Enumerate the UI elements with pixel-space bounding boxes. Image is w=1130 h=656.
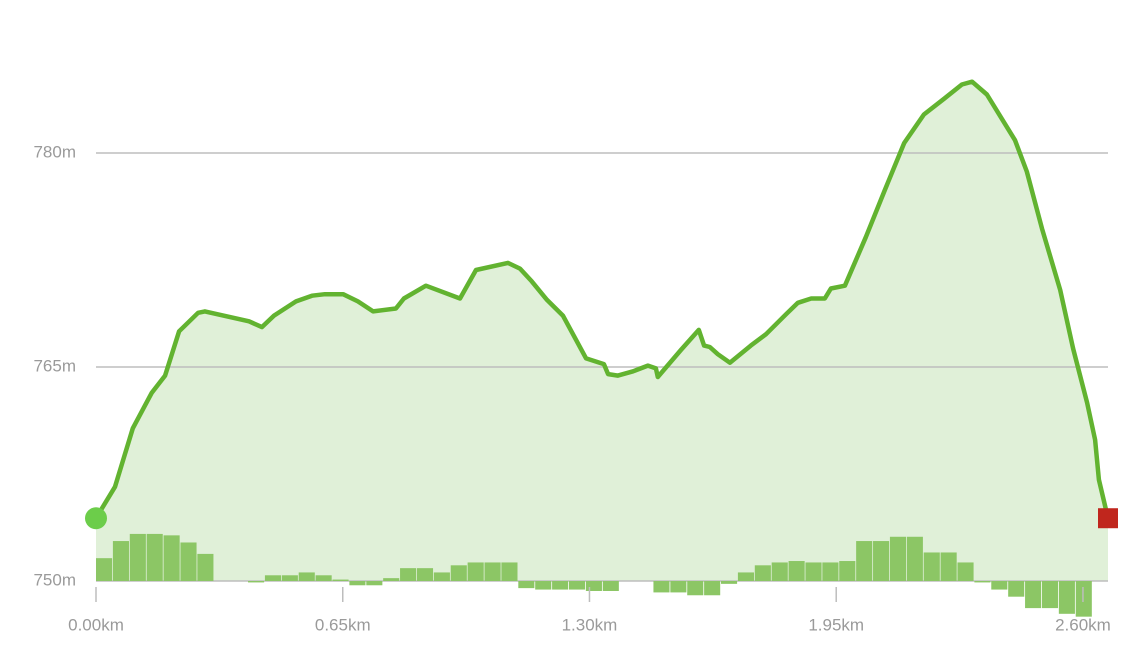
grade-bar xyxy=(653,581,670,593)
grade-bar xyxy=(1058,581,1075,614)
grade-bar xyxy=(839,561,856,581)
grade-bar xyxy=(112,541,129,581)
grade-bar xyxy=(416,568,434,581)
grade-bar xyxy=(737,572,754,581)
grade-bar xyxy=(1025,581,1042,609)
grade-bar xyxy=(315,575,332,581)
grade-bar xyxy=(721,581,738,584)
grade-bar xyxy=(129,533,146,581)
grade-bar xyxy=(163,535,180,581)
x-tick-label: 2.60km xyxy=(1055,615,1111,634)
elevation-area xyxy=(96,81,1108,581)
grade-bar xyxy=(906,536,923,581)
start-marker xyxy=(85,507,107,530)
grade-bar xyxy=(974,581,991,583)
grade-bar xyxy=(535,581,552,590)
grade-bar xyxy=(670,581,687,593)
y-tick-label: 765m xyxy=(33,356,76,375)
x-tick-label: 1.95km xyxy=(808,615,864,634)
grade-bar xyxy=(771,562,788,581)
grade-bar xyxy=(467,562,484,581)
grade-bar xyxy=(349,581,366,586)
grade-bar xyxy=(366,581,383,586)
grade-bar xyxy=(552,581,569,590)
grade-bar xyxy=(568,581,586,590)
grade-bar xyxy=(264,575,282,581)
x-tick-label: 1.30km xyxy=(562,615,618,634)
grade-bar xyxy=(501,562,518,581)
grade-bar xyxy=(754,565,771,581)
grade-bar xyxy=(788,561,805,581)
grade-bar xyxy=(991,581,1008,590)
grade-bar xyxy=(704,581,721,596)
grade-bar xyxy=(96,558,113,581)
grade-bar xyxy=(383,578,400,581)
grade-bar xyxy=(602,581,619,591)
grade-bar xyxy=(1041,581,1059,609)
y-tick-label: 780m xyxy=(33,142,76,161)
x-tick-label: 0.00km xyxy=(68,615,124,634)
grade-bar xyxy=(1008,581,1025,597)
grade-bar xyxy=(484,562,501,581)
grade-bar xyxy=(957,562,974,581)
grade-bar xyxy=(281,575,298,581)
grade-bar xyxy=(332,579,349,581)
x-tick-label: 0.65km xyxy=(315,615,371,634)
grade-bar xyxy=(248,581,265,583)
grade-bar xyxy=(518,581,535,589)
grade-bar xyxy=(856,541,873,581)
grade-bar xyxy=(197,553,214,581)
elevation-line xyxy=(94,79,1111,520)
grade-bar xyxy=(805,562,822,581)
end-marker xyxy=(1098,508,1118,529)
grade-bar xyxy=(889,536,907,581)
grade-bar xyxy=(146,533,163,581)
grade-bar xyxy=(822,562,839,581)
y-tick-label: 750m xyxy=(33,570,76,589)
grade-bar xyxy=(400,568,417,581)
grade-bar xyxy=(433,572,450,581)
grade-bar xyxy=(298,572,315,581)
grade-bar xyxy=(923,552,940,581)
grade-bar xyxy=(1075,581,1092,617)
grade-bar xyxy=(180,542,197,581)
grade-bar xyxy=(940,552,957,581)
grade-bar xyxy=(450,565,467,581)
grade-bar xyxy=(585,581,602,591)
grade-bar xyxy=(687,581,704,596)
grade-bar xyxy=(873,541,890,581)
